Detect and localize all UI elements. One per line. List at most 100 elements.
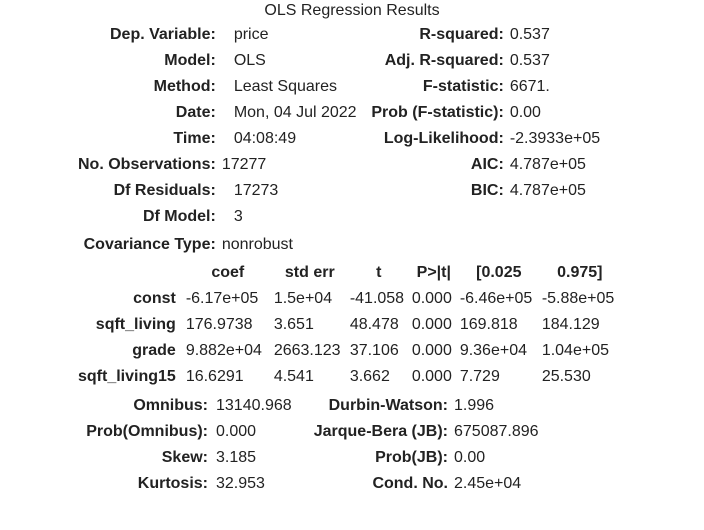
- table-row: Df Residuals: 17273 BIC: 4.787e+05: [76, 178, 602, 204]
- table-cell: 2663.123: [273, 342, 341, 359]
- table-header-row: coef std err t P>|t| [0.025 0.975]: [76, 260, 620, 286]
- table-cell: 7.729: [459, 368, 500, 385]
- row-value: Least Squares: [233, 78, 337, 95]
- row-value: 4.787e+05: [509, 182, 586, 199]
- table-row: Model: OLS Adj. R-squared: 0.537: [76, 48, 602, 74]
- table-row: sqft_living 176.9738 3.651 48.478 0.000 …: [76, 312, 620, 338]
- row-label: R-squared:: [419, 26, 504, 43]
- table-cell: 169.818: [459, 316, 518, 333]
- table-row: Kurtosis: 32.953 Cond. No. 2.45e+04: [76, 471, 541, 497]
- table-cell: 0.000: [411, 316, 452, 333]
- diagnostics-table: Omnibus: 13140.968 Durbin-Watson: 1.996 …: [76, 393, 541, 497]
- table-row: Omnibus: 13140.968 Durbin-Watson: 1.996: [76, 393, 541, 419]
- table-row: grade 9.882e+04 2663.123 37.106 0.000 9.…: [76, 338, 620, 364]
- row-label: Method:: [153, 78, 216, 95]
- table-cell: 176.9738: [185, 316, 253, 333]
- row-value: 13140.968: [216, 397, 292, 414]
- row-value: 0.537: [509, 26, 550, 43]
- row-label: Prob(Omnibus):: [86, 423, 208, 440]
- row-label: Time:: [173, 130, 216, 147]
- table-caption: OLS Regression Results: [264, 2, 440, 19]
- column-header: std err: [284, 264, 335, 281]
- row-value: 675087.896: [454, 423, 539, 440]
- table-row: Df Model: 3: [76, 204, 602, 230]
- row-label: Dep. Variable:: [109, 26, 216, 43]
- table-cell: 25.530: [541, 368, 591, 385]
- row-value: 04:08:49: [233, 130, 297, 147]
- table-row: Date: Mon, 04 Jul 2022 Prob (F-statistic…: [76, 100, 602, 126]
- row-label: Kurtosis:: [137, 475, 208, 492]
- row-value: 17273: [233, 182, 279, 199]
- table-cell: -6.46e+05: [459, 290, 533, 307]
- row-label: Cond. No.: [372, 475, 448, 492]
- table-cell: -5.88e+05: [541, 290, 615, 307]
- table-row: Method: Least Squares F-statistic: 6671.: [76, 74, 602, 100]
- row-label: Log-Likelihood:: [383, 130, 504, 147]
- row-value: nonrobust: [221, 236, 293, 253]
- table-row: Covariance Type: nonrobust: [76, 230, 602, 258]
- row-label: AIC:: [470, 156, 504, 173]
- row-label: const: [133, 290, 176, 307]
- table-cell: 3.651: [273, 316, 314, 333]
- row-label: No. Observations:: [78, 156, 216, 173]
- row-value: Mon, 04 Jul 2022: [233, 104, 357, 121]
- row-label: BIC:: [470, 182, 504, 199]
- table-cell: -6.17e+05: [185, 290, 259, 307]
- column-header: [0.025: [476, 264, 522, 281]
- row-value: 17277: [221, 156, 267, 173]
- row-label: [359, 230, 506, 258]
- model-summary-table: Dep. Variable: price R-squared: 0.537 Mo…: [76, 22, 602, 258]
- table-cell: 0.000: [411, 368, 452, 385]
- row-label: [359, 204, 506, 230]
- table-row: Skew: 3.185 Prob(JB): 0.00: [76, 445, 541, 471]
- row-value: [506, 230, 602, 258]
- table-cell: 0.000: [411, 290, 452, 307]
- row-value: [506, 204, 602, 230]
- column-header: coef: [211, 264, 245, 281]
- row-label: Prob (F-statistic):: [371, 104, 504, 121]
- row-value: -2.3933e+05: [509, 130, 601, 147]
- row-value: 32.953: [216, 475, 265, 492]
- row-label: grade: [132, 342, 176, 359]
- row-label: Adj. R-squared:: [384, 52, 504, 69]
- table-cell: -41.058: [349, 290, 405, 307]
- row-value: 2.45e+04: [454, 475, 522, 492]
- row-label: sqft_living15: [78, 368, 176, 385]
- column-header: t: [376, 264, 382, 281]
- row-value: 1.996: [454, 397, 495, 414]
- row-label: Covariance Type:: [83, 236, 216, 253]
- row-label: Model:: [164, 52, 216, 69]
- row-label: Prob(JB):: [375, 449, 448, 466]
- table-cell: 16.6291: [185, 368, 244, 385]
- row-label: Jarque-Bera (JB):: [313, 423, 448, 440]
- row-value: OLS: [233, 52, 266, 69]
- row-value: 3: [233, 208, 243, 225]
- column-header: 0.975]: [557, 264, 603, 281]
- table-cell: 1.04e+05: [541, 342, 609, 359]
- row-value: 3.185: [216, 449, 257, 466]
- row-label: Skew:: [161, 449, 208, 466]
- row-label: F-statistic:: [422, 78, 504, 95]
- row-label: Df Residuals:: [113, 182, 216, 199]
- table-row: Time: 04:08:49 Log-Likelihood: -2.3933e+…: [76, 126, 602, 152]
- row-value: price: [233, 26, 269, 43]
- row-value: 0.00: [454, 449, 486, 466]
- table-cell: 9.36e+04: [459, 342, 527, 359]
- coefficients-table: coef std err t P>|t| [0.025 0.975] const…: [76, 260, 620, 390]
- table-cell: 9.882e+04: [185, 342, 262, 359]
- row-value: 0.000: [216, 423, 257, 440]
- table-cell: 4.541: [273, 368, 314, 385]
- row-value: 0.00: [509, 104, 541, 121]
- row-label: Omnibus:: [133, 397, 208, 414]
- corner-cell: [76, 260, 184, 286]
- table-row: Prob(Omnibus): 0.000 Jarque-Bera (JB): 6…: [76, 419, 541, 445]
- table-row: const -6.17e+05 1.5e+04 -41.058 0.000 -6…: [76, 286, 620, 312]
- table-row: No. Observations: 17277 AIC: 4.787e+05: [76, 152, 602, 178]
- row-label: Durbin-Watson:: [328, 397, 448, 414]
- table-cell: 0.000: [411, 342, 452, 359]
- table-cell: 3.662: [349, 368, 390, 385]
- table-cell: 184.129: [541, 316, 600, 333]
- table-cell: 1.5e+04: [273, 290, 333, 307]
- column-header: P>|t|: [416, 264, 451, 281]
- table-row: Dep. Variable: price R-squared: 0.537: [76, 22, 602, 48]
